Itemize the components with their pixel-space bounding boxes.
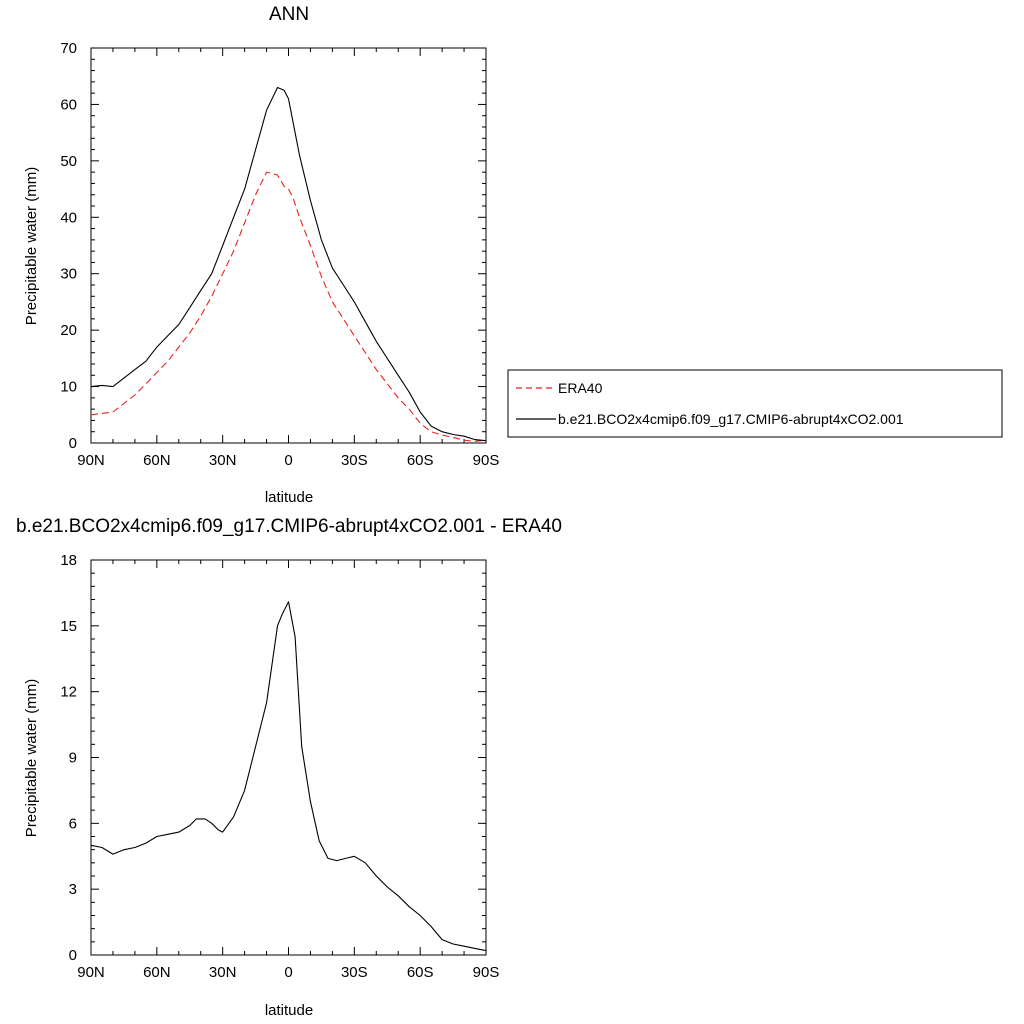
y-tick-label: 20 [60, 322, 77, 339]
x-tick-label: 60S [407, 964, 434, 981]
series-line-1-0 [90, 601, 487, 952]
x-tick-label: 30N [209, 964, 237, 981]
y-tick-label: 9 [69, 750, 77, 767]
y-tick-label: 15 [60, 618, 77, 635]
y-tick-label: 0 [69, 435, 77, 452]
legend-label-era40: ERA40 [558, 380, 603, 396]
x-tick-label: 60N [143, 452, 171, 469]
x-tick-label: 30N [209, 452, 237, 469]
x-tick-label: 30S [341, 964, 368, 981]
x-tick-label: 30S [341, 452, 368, 469]
series-line-0-0 [90, 171, 487, 442]
y-tick-label: 3 [69, 881, 77, 898]
x-tick-label: 60N [143, 964, 171, 981]
y-tick-label: 10 [60, 379, 77, 396]
chart-top-series [90, 86, 487, 442]
chart-bottom-ylabel: Precipitable water (mm) [23, 679, 40, 837]
chart-top-ticks: 90N 60N 30N 0 30S 60S 90S 0 10 20 30 40 50 60 70 [60, 40, 499, 469]
chart-bottom-ticks: 90N 60N 30N 0 30S 60S 90S 0 3 6 9 12 15 18 [60, 552, 499, 981]
x-tick-label: 90N [77, 964, 105, 981]
y-tick-label: 70 [60, 40, 77, 57]
x-tick-label: 0 [284, 452, 292, 469]
x-tick-label: 60S [407, 452, 434, 469]
legend-box [507, 369, 1003, 438]
y-tick-label: 12 [60, 684, 77, 701]
chart-bottom-plot-frame [90, 559, 487, 956]
y-tick-label: 50 [60, 153, 77, 170]
chart-top-ylabel: Precipitable water (mm) [23, 167, 40, 325]
legend-label-model: b.e21.BCO2x4cmip6.f09_g17.CMIP6-abrupt4x… [558, 411, 904, 427]
y-tick-label: 18 [60, 552, 77, 569]
chart-top-title: ANN [269, 4, 309, 25]
y-tick-label: 0 [69, 947, 77, 964]
chart-top-legend: ERA40 b.e21.BCO2x4cmip6.f09_g17.CMIP6-ab… [507, 369, 1003, 438]
y-tick-label: 40 [60, 209, 77, 226]
chart-top-plot-frame [90, 47, 487, 444]
chart-bottom-xlabel: latitude [265, 1002, 313, 1019]
chart-top-xlabel: latitude [265, 489, 313, 506]
y-tick-label: 6 [69, 815, 77, 832]
x-tick-label: 90N [77, 452, 105, 469]
chart-bottom-series [90, 601, 487, 952]
x-tick-label: 90S [473, 452, 500, 469]
y-tick-label: 60 [60, 96, 77, 113]
chart-top: ANN 90N 60N 30N 0 30S 60S 90S 0 10 20 30 40 50 60 70 l… [23, 4, 1003, 506]
x-tick-label: 90S [473, 964, 500, 981]
series-line-0-1 [90, 86, 487, 442]
y-tick-label: 30 [60, 266, 77, 283]
chart-bottom: b.e21.BCO2x4cmip6.f09_g17.CMIP6-abrupt4x… [16, 516, 562, 1019]
x-tick-label: 0 [284, 964, 292, 981]
chart-bottom-title: b.e21.BCO2x4cmip6.f09_g17.CMIP6-abrupt4x… [16, 516, 562, 537]
